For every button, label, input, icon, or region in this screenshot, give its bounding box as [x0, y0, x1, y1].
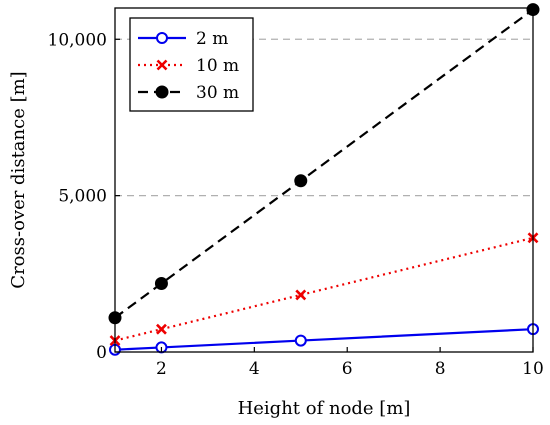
data-point — [294, 334, 307, 347]
series-1 — [109, 232, 539, 347]
x-marker-stroke — [295, 289, 307, 301]
x-marker-stroke — [156, 59, 168, 71]
legend-label: 10 m — [196, 56, 239, 76]
legend: 2 m 10 m 30 m — [129, 17, 254, 112]
data-point — [294, 174, 308, 188]
legend-label: 30 m — [196, 83, 239, 103]
y-tick-label: 0 — [96, 343, 107, 363]
x-tick-label: 4 — [249, 359, 260, 379]
axis-ticks: 0 5,000 10,000 2 4 6 8 10 — [48, 30, 544, 379]
data-point — [154, 277, 168, 291]
series-0 — [109, 323, 539, 356]
data-point — [295, 289, 307, 301]
plot-frame — [114, 7, 534, 353]
x-tick-label: 8 — [435, 359, 446, 379]
grid-lines — [115, 38, 533, 197]
y-tick-label: 5,000 — [58, 187, 107, 207]
series-line — [114, 236, 534, 342]
legend-label: 2 m — [196, 29, 228, 49]
legend-marker — [156, 59, 168, 71]
x-marker-stroke — [156, 323, 167, 335]
x-axis-label: Height of node [m] — [238, 398, 411, 419]
x-tick-label: 2 — [156, 359, 167, 379]
series-line — [114, 8, 534, 319]
y-axis-label: Cross-over distance [m] — [8, 71, 29, 288]
legend-marker — [156, 32, 168, 44]
legend-marker — [155, 85, 169, 99]
series-line — [114, 328, 534, 351]
y-tick-label: 10,000 — [48, 30, 107, 50]
x-tick-label: 6 — [342, 359, 353, 379]
data-point — [156, 323, 167, 335]
x-tick-label: 10 — [522, 359, 544, 379]
